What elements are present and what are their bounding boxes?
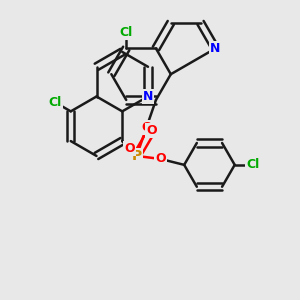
Text: O: O — [124, 142, 135, 155]
Text: P: P — [131, 149, 142, 163]
Text: Cl: Cl — [120, 26, 133, 39]
Text: O: O — [141, 122, 152, 134]
Text: O: O — [146, 124, 157, 137]
Text: N: N — [143, 90, 153, 103]
Text: N: N — [210, 42, 220, 55]
Text: O: O — [155, 152, 166, 165]
Text: Cl: Cl — [49, 96, 62, 109]
Text: Cl: Cl — [246, 158, 259, 171]
